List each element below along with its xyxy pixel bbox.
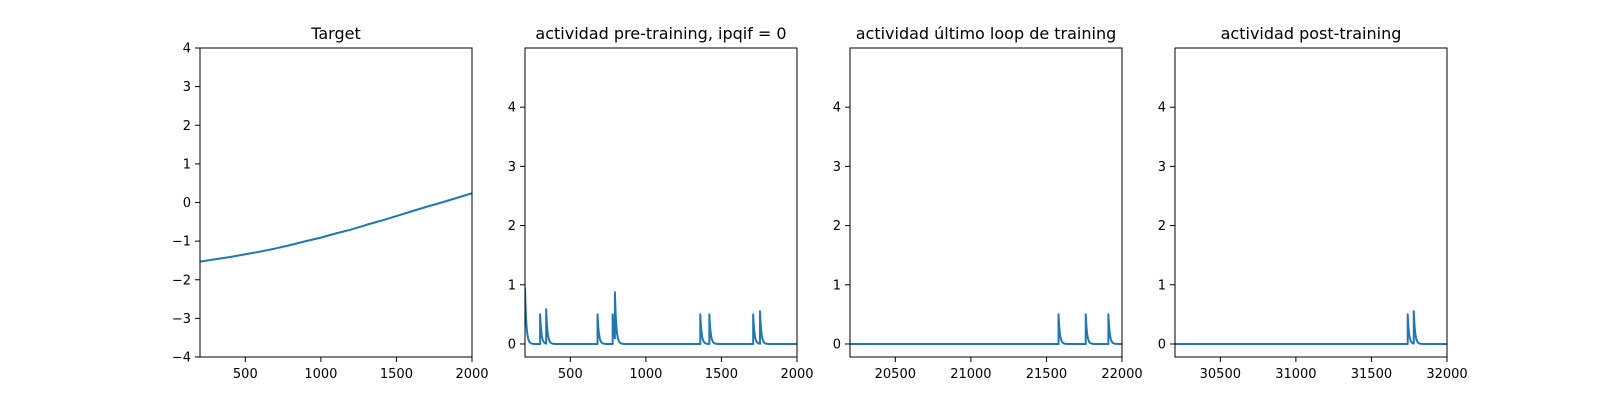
x-tick-label: 32000 [1426,367,1467,382]
x-tick-label: 20500 [875,367,916,382]
y-tick-label: 2 [833,219,841,234]
chart-title: actividad pre-training, ipqif = 0 [535,24,786,43]
y-tick-label: 2 [183,119,191,134]
y-tick-label: 2 [508,219,516,234]
x-tick-label: 500 [233,367,258,382]
y-tick-label: 1 [183,157,191,172]
axes-frame [1174,47,1448,358]
x-tick-label: 31000 [1275,367,1316,382]
y-tick-label: 1 [508,278,516,293]
x-tick-label: 1000 [629,367,662,382]
y-tick-label: −4 [172,351,191,366]
x-tick-label: 1500 [380,367,413,382]
series-line-1 [200,192,472,263]
subplot-3: 20500 21000 21500 22000 0 1 2 3 4 actividad últim… [833,24,1143,382]
x-tick-label: 30500 [1200,367,1241,382]
x-tick-label: 1000 [304,367,337,382]
y-tick-label: 3 [1158,160,1166,175]
x-tick-label: 1500 [705,367,738,382]
subplot-4: 30500 31000 31500 32000 0 1 2 3 4 actividad post-… [1158,24,1468,382]
axes-frame [199,47,473,358]
y-tick-label: 3 [183,80,191,95]
subplot-1: 500 1000 1500 2000 −4 −3 −2 −1 0 1 2 3 4 Target [172,24,489,382]
y-tick-label: 0 [508,337,516,352]
x-tick-label: 2000 [455,367,488,382]
y-tick-label: 1 [1158,278,1166,293]
y-tick-label: 0 [1158,337,1166,352]
series-line-1 [1175,310,1447,345]
series-line-1 [850,313,1122,345]
chart-title: Target [310,24,361,43]
y-tick-label: −2 [172,273,191,288]
x-tick-label: 21000 [950,367,991,382]
axes-frame [849,47,1123,358]
chart-title: actividad último loop de training [856,24,1117,43]
series-line-1 [525,287,797,345]
x-tick-label: 2000 [780,367,813,382]
y-tick-label: 3 [508,160,516,175]
y-tick-label: 2 [1158,219,1166,234]
y-tick-label: −3 [172,312,191,327]
axes-frame [524,47,798,358]
y-tick-label: 4 [833,101,841,116]
y-tick-label: 4 [1158,101,1166,116]
y-tick-label: −1 [172,235,191,250]
chart-title: actividad post-training [1221,24,1402,43]
y-tick-label: 4 [183,42,191,57]
y-tick-label: 4 [508,101,516,116]
y-tick-label: 3 [833,160,841,175]
x-tick-label: 31500 [1351,367,1392,382]
subplot-2: 500 1000 1500 2000 0 1 2 3 4 actividad pre-traini… [508,24,814,382]
x-tick-label: 22000 [1101,367,1142,382]
x-tick-label: 21500 [1026,367,1067,382]
x-tick-label: 500 [558,367,583,382]
y-tick-label: 0 [833,337,841,352]
y-tick-label: 1 [833,278,841,293]
y-tick-label: 0 [183,196,191,211]
